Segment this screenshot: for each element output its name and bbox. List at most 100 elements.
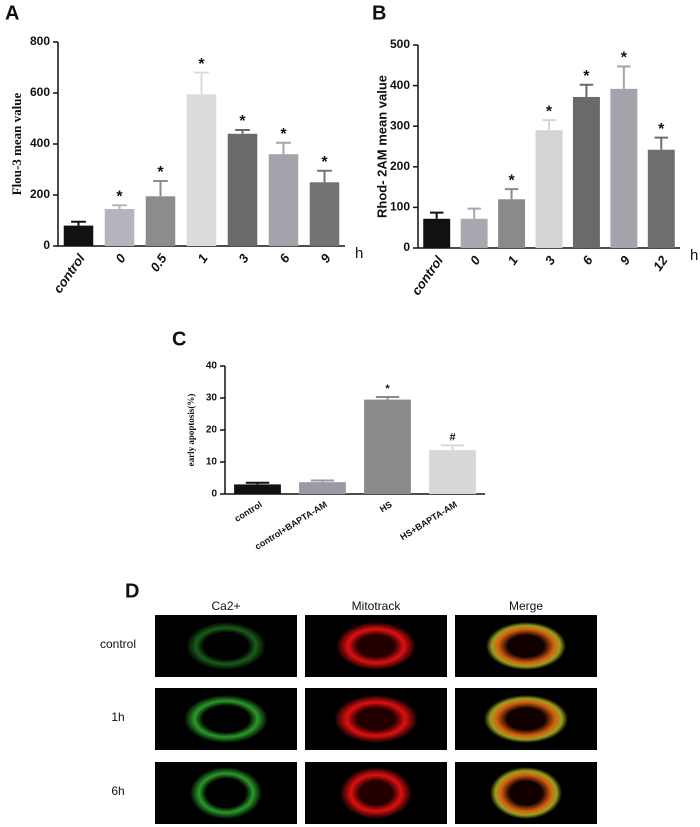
cell-signal (340, 767, 412, 819)
error-bar (375, 396, 400, 400)
significance-marker: * (508, 172, 515, 189)
y-tick-label: 200 (30, 187, 50, 201)
y-tick-label: 0 (43, 238, 50, 252)
bar (572, 96, 600, 248)
error-bar (542, 119, 556, 131)
x-tick-label: 0 (467, 252, 484, 267)
significance-marker: * (280, 126, 287, 143)
cell-signal (184, 695, 268, 743)
bar (227, 133, 258, 246)
y-tick-label: 0 (211, 489, 217, 500)
y-tick-label: 40 (206, 361, 218, 372)
y-tick-label: 400 (390, 78, 410, 92)
bar (186, 94, 217, 247)
significance-marker: * (157, 164, 164, 181)
error-bar (310, 479, 335, 483)
bar (498, 199, 526, 248)
cell-signal (336, 622, 416, 670)
significance-marker: * (546, 103, 553, 120)
bar (268, 154, 299, 246)
panel-label: A (5, 2, 19, 24)
x-tick-label: 0.5 (147, 250, 170, 274)
error-bar (245, 481, 270, 485)
error-bar (276, 141, 291, 155)
cell-signal (334, 695, 418, 743)
significance-marker: * (239, 113, 246, 130)
error-bar (440, 444, 465, 451)
bar (299, 482, 346, 494)
bar (63, 225, 94, 246)
x-tick-label: 1 (504, 253, 520, 268)
x-tick-label: control+BAPTA-AM (253, 499, 329, 552)
x-tick-label: control (233, 499, 264, 524)
error-bar (467, 207, 481, 219)
micrograph-grid: Ca2+ Mitotrack Merge control 1h 6h (100, 599, 597, 824)
panel-label: D (125, 580, 139, 602)
error-bar (153, 179, 168, 197)
panel-label: C (172, 328, 186, 350)
error-bar (235, 128, 250, 134)
y-tick-label: 10 (206, 457, 218, 468)
cell-signal (490, 767, 562, 819)
significance-marker: * (321, 154, 328, 171)
bar (647, 149, 675, 248)
significance-marker: # (449, 431, 455, 443)
error-bar (194, 71, 209, 95)
cell-signal (190, 767, 262, 819)
x-unit: h (690, 247, 698, 264)
error-bar (317, 169, 332, 183)
significance-marker: * (583, 68, 590, 85)
row-label: 1h (111, 710, 124, 724)
panel-label: B (372, 2, 386, 24)
x-tick-label: 0 (112, 250, 129, 265)
bar (610, 88, 638, 249)
y-tick-label: 0 (403, 240, 410, 254)
error-bar (654, 136, 669, 150)
y-tick-label: 300 (390, 118, 410, 132)
error-bar (71, 220, 86, 226)
row-label: 6h (111, 784, 124, 798)
cell-signal (486, 622, 566, 670)
y-tick-label: 600 (30, 85, 50, 99)
y-tick-label: 800 (30, 34, 50, 48)
y-tick-label: 100 (390, 200, 410, 214)
cell-signal (186, 622, 266, 670)
significance-marker: * (658, 121, 665, 138)
error-bar (617, 65, 631, 89)
y-tick-label: 20 (206, 425, 218, 436)
significance-marker: * (621, 50, 628, 67)
y-tick-label: 200 (390, 159, 410, 173)
cell-signal (484, 695, 568, 743)
bar (309, 182, 340, 246)
bar (423, 218, 451, 248)
significance-marker: * (385, 383, 390, 395)
bar (429, 450, 476, 494)
bar (364, 399, 411, 494)
bar (104, 209, 135, 246)
x-tick-label: 3 (542, 252, 559, 267)
significance-marker: * (198, 56, 205, 73)
y-tick-label: 30 (206, 393, 218, 404)
x-tick-label: control (50, 251, 88, 296)
x-tick-label: HS (378, 499, 394, 514)
error-bar (112, 204, 127, 210)
column-header: Merge (509, 599, 543, 613)
error-bar (579, 83, 594, 97)
y-axis-label: Flou-3 mean value (9, 92, 24, 195)
bar (145, 196, 176, 246)
row-label: control (100, 637, 136, 651)
x-tick-label: 1 (194, 251, 210, 266)
column-header: Ca2+ (211, 599, 240, 613)
x-tick-label: 6 (579, 252, 596, 267)
column-header: Mitotrack (352, 599, 402, 613)
error-bar (429, 211, 444, 219)
x-tick-label: HS+BAPTA-AM (398, 499, 459, 542)
y-tick-label: 400 (30, 136, 50, 150)
x-tick-label: 9 (617, 252, 634, 267)
x-tick-label: 12 (650, 252, 671, 273)
x-tick-label: 6 (276, 250, 293, 265)
significance-marker: * (116, 188, 123, 205)
bar (535, 130, 563, 248)
x-tick-label: 3 (235, 250, 252, 265)
